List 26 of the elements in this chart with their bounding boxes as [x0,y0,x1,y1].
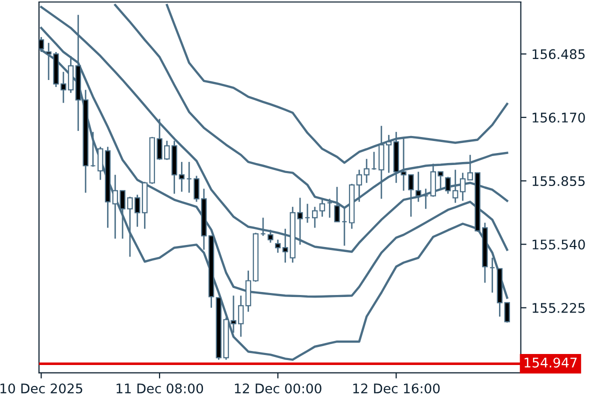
candlestick [364,158,370,184]
candlestick [178,161,185,192]
candlestick [489,257,496,294]
y-tick-label: 155.225 [532,302,585,313]
x-tick-label: 12 Dec 00:00 [234,383,322,394]
x-tick-label: 10 Dec 2025 [0,383,82,394]
candlestick [98,146,104,181]
candlestick [275,238,281,254]
x-tick-label: 11 Dec 08:00 [116,383,204,394]
y-tick-label: 156.170 [532,112,585,123]
y-tick-label: 155.540 [532,240,585,250]
candlestick [422,188,429,210]
ref-line-label: 154.947 [524,358,577,368]
candlestick [504,302,510,324]
candlestick [260,217,266,237]
candlestick [356,169,362,202]
candlestick [312,206,318,228]
candlestick [460,172,466,202]
candlestick [371,151,377,170]
candlestick [186,161,192,194]
y-tick-label: 156.485 [532,49,585,60]
candlestick [304,203,310,224]
x-tick-label: 12 Dec 16:00 [353,383,440,394]
candlestick [90,131,96,168]
y-tick-label: 155.855 [532,176,585,186]
candlestick [268,229,274,244]
